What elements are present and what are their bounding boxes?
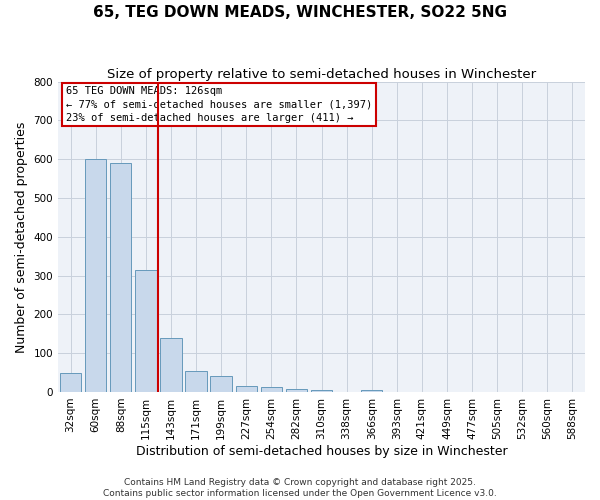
Bar (85, 159, 106, 392)
Text: 65, TEG DOWN MEADS, WINCHESTER, SO22 5NG: 65, TEG DOWN MEADS, WINCHESTER, SO22 5NG (93, 5, 507, 20)
Bar (110, 163, 131, 392)
Bar (311, 390, 332, 392)
Bar (286, 389, 307, 392)
Bar (260, 388, 282, 392)
Text: Contains HM Land Registry data © Crown copyright and database right 2025.
Contai: Contains HM Land Registry data © Crown c… (103, 478, 497, 498)
Text: 65 TEG DOWN MEADS: 126sqm
← 77% of semi-detached houses are smaller (1,397)
23% : 65 TEG DOWN MEADS: 126sqm ← 77% of semi-… (66, 86, 372, 122)
X-axis label: Distribution of semi-detached houses by size in Winchester: Distribution of semi-detached houses by … (136, 444, 508, 458)
Y-axis label: Number of semi-detached properties: Number of semi-detached properties (15, 121, 28, 352)
Bar (135, 270, 157, 392)
Bar (211, 376, 232, 392)
Bar (361, 390, 382, 392)
Bar (160, 338, 182, 392)
Bar (60, 372, 81, 392)
Bar (236, 386, 257, 392)
Title: Size of property relative to semi-detached houses in Winchester: Size of property relative to semi-detach… (107, 68, 536, 80)
Bar (185, 370, 207, 392)
